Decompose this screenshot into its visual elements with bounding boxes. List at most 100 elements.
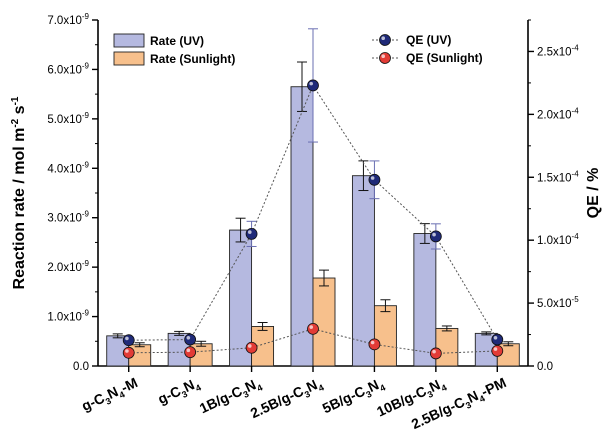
left-tick-label: 3.0x10-9	[47, 210, 89, 225]
left-tick-label: 7.0x10-9	[47, 12, 89, 27]
category-subscript: 3	[464, 400, 473, 411]
tick-exponent: -9	[82, 259, 90, 268]
tick-mantissa: 0.0	[537, 361, 553, 373]
qe-point-highlight	[309, 325, 314, 329]
category-subscript: 3	[426, 389, 435, 400]
category-subscript: 3	[242, 389, 251, 400]
tick-mantissa: 0.0	[73, 361, 89, 373]
axis-label-group: Reaction rate / mol m-2 s-1 QE / %	[10, 96, 602, 289]
category-suffix: -PM	[479, 374, 509, 399]
tick-mantissa: 2.5x10	[537, 46, 572, 58]
right-tick-label: 0.0	[537, 361, 553, 373]
left-axis-title-mid: s	[11, 105, 28, 118]
category-subscript: 4	[255, 382, 264, 393]
qe-point-uv	[491, 333, 504, 346]
tick-mantissa: 2.0x10	[537, 109, 572, 121]
category-base: 5B/g-C	[320, 383, 368, 417]
qe-point-uv	[429, 230, 442, 243]
qe-point-highlight	[493, 347, 498, 351]
legend-marker-highlight	[381, 36, 386, 40]
bar-group	[106, 61, 520, 367]
left-tick-label: 5.0x10-9	[47, 111, 89, 126]
right-tick-label: 1.0x10-4	[537, 232, 579, 247]
category-subscript: 3	[364, 389, 373, 400]
tick-exponent: -4	[572, 43, 580, 52]
tick-exponent: -9	[82, 12, 90, 21]
legend-marker-highlight	[381, 54, 386, 58]
left-tick-label: 4.0x10-9	[47, 160, 89, 175]
tick-exponent: -9	[82, 210, 90, 219]
legend-group: Rate (UV) Rate (Sunlight) QE (UV) QE (Sunli…	[113, 33, 483, 66]
tick-mantissa: 7.0x10	[47, 15, 82, 27]
legend-label: QE (Sunlight)	[406, 51, 483, 65]
category-subscript: 4	[317, 382, 326, 393]
category-subscript: 4	[478, 393, 487, 404]
legend-label: QE (UV)	[406, 33, 451, 47]
right-tick-label: 1.5x10-4	[537, 169, 579, 184]
tick-mantissa: 2.0x10	[47, 262, 82, 274]
qe-point-uv	[184, 333, 197, 346]
category-subscript: 3	[104, 396, 113, 407]
right-tick-label: 5.0x10-5	[537, 295, 579, 310]
left-axis-title-main: Reaction rate / mol m	[11, 128, 28, 290]
tick-exponent: -9	[82, 309, 90, 318]
tick-mantissa: 1.0x10	[47, 312, 82, 324]
qe-point-highlight	[309, 81, 314, 86]
left-tick-label: 1.0x10-9	[47, 309, 89, 324]
right-axis-title: QE / %	[585, 168, 602, 219]
right-tick-label: 2.5x10-4	[537, 43, 579, 58]
qe-point-sunlight	[307, 322, 319, 335]
qe-point-uv	[307, 79, 319, 92]
tick-exponent: -4	[572, 106, 580, 115]
tick-mantissa: 1.0x10	[537, 235, 572, 247]
bar-sunlight	[435, 327, 459, 367]
bar-sunlight	[373, 305, 397, 367]
legend-marker	[379, 34, 391, 46]
left-tick-label: 0.0	[73, 361, 89, 373]
left-axis-title-sup: -2	[10, 118, 21, 127]
qe-point-sunlight	[122, 346, 135, 359]
qe-point-highlight	[186, 348, 191, 353]
qe-point-highlight	[432, 232, 436, 237]
tick-mantissa: 3.0x10	[47, 213, 82, 225]
qe-point-highlight	[247, 344, 252, 348]
tick-mantissa: 5.0x10	[537, 298, 572, 310]
legend-label: Rate (UV)	[150, 34, 204, 48]
category-subscript: 4	[378, 382, 387, 393]
qe-point-sunlight	[429, 347, 442, 360]
qe-point-sunlight	[491, 345, 504, 357]
category-subscript: 4	[118, 389, 127, 400]
category-subscript: 3	[303, 389, 312, 400]
legend-swatch	[113, 51, 145, 66]
bar-uv	[413, 233, 437, 367]
qe-point-sunlight	[184, 346, 197, 359]
tick-exponent: -9	[82, 111, 90, 120]
qe-point-sunlight	[368, 338, 381, 351]
tick-exponent: -5	[572, 295, 580, 304]
category-subscript: 4	[440, 382, 449, 393]
bar-uv	[351, 175, 375, 367]
qe-point-highlight	[370, 340, 375, 345]
left-tick-label: 2.0x10-9	[47, 259, 89, 274]
qe-point-highlight	[493, 335, 498, 340]
tick-exponent: -9	[82, 61, 90, 70]
left-axis-title: Reaction rate / mol m-2 s-1	[10, 96, 28, 289]
qe-point-highlight	[125, 349, 129, 353]
tick-mantissa: 5.0x10	[47, 114, 82, 126]
category-subscript: 4	[194, 382, 203, 393]
qe-point-highlight	[125, 336, 129, 341]
tick-exponent: -9	[82, 160, 90, 169]
category-suffix: -M	[118, 374, 140, 395]
tick-mantissa: 1.5x10	[537, 172, 572, 184]
category-subscript: 3	[180, 389, 189, 400]
category-label: g-C3N4	[155, 374, 202, 410]
category-base: g-C	[155, 383, 183, 407]
legend-marker	[379, 52, 391, 64]
tick-mantissa: 4.0x10	[47, 163, 82, 175]
category-label: g-C3N4-M	[79, 374, 141, 416]
legend-swatch	[113, 33, 145, 48]
qe-point-uv	[368, 173, 381, 186]
tick-exponent: -4	[572, 169, 580, 178]
qe-point-highlight	[247, 230, 252, 234]
